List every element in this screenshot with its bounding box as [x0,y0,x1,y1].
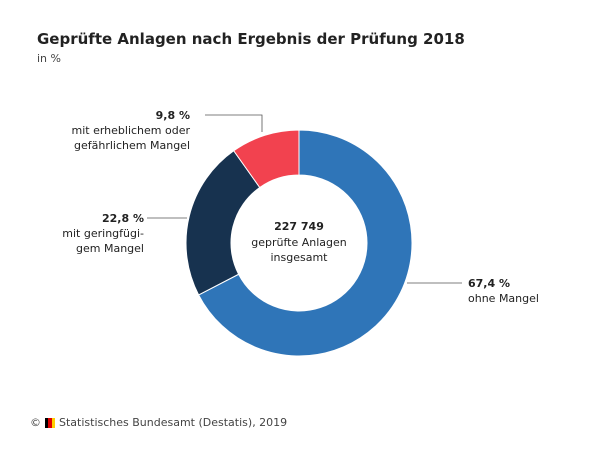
flag-stripe [45,417,49,428]
chart-subtitle: in % [37,52,61,65]
center-caption: geprüfte Anlagen [251,236,347,249]
slice-category-label: mit geringfügi- [62,227,144,240]
center-total-value: 227 749 [274,220,324,233]
slice-category-label: mit erheblichem oder [71,124,190,137]
leader-line [205,114,263,132]
source-footer: © Statistisches Bundesamt (Destatis), 20… [30,416,287,429]
slice-category-label: gefährlichem Mangel [74,139,190,152]
source-text: Statistisches Bundesamt (Destatis), 2019 [59,416,288,429]
german-flag-icon [45,417,55,428]
chart-title: Geprüfte Anlagen nach Ergebnis der Prüfu… [37,30,465,48]
slice-value-label: 22,8 % [102,212,144,225]
donut-slice [233,129,300,189]
donut-slice [197,129,413,357]
center-caption: insgesamt [270,251,328,264]
flag-stripe [48,417,52,428]
slice-category-label: gem Mangel [76,242,144,255]
copyright-symbol: © [30,416,41,429]
slice-value-label: 9,8 % [156,109,190,122]
flag-stripe [51,417,55,428]
slice-category-label: ohne Mangel [468,292,539,305]
slice-value-label: 67,4 % [468,277,510,290]
